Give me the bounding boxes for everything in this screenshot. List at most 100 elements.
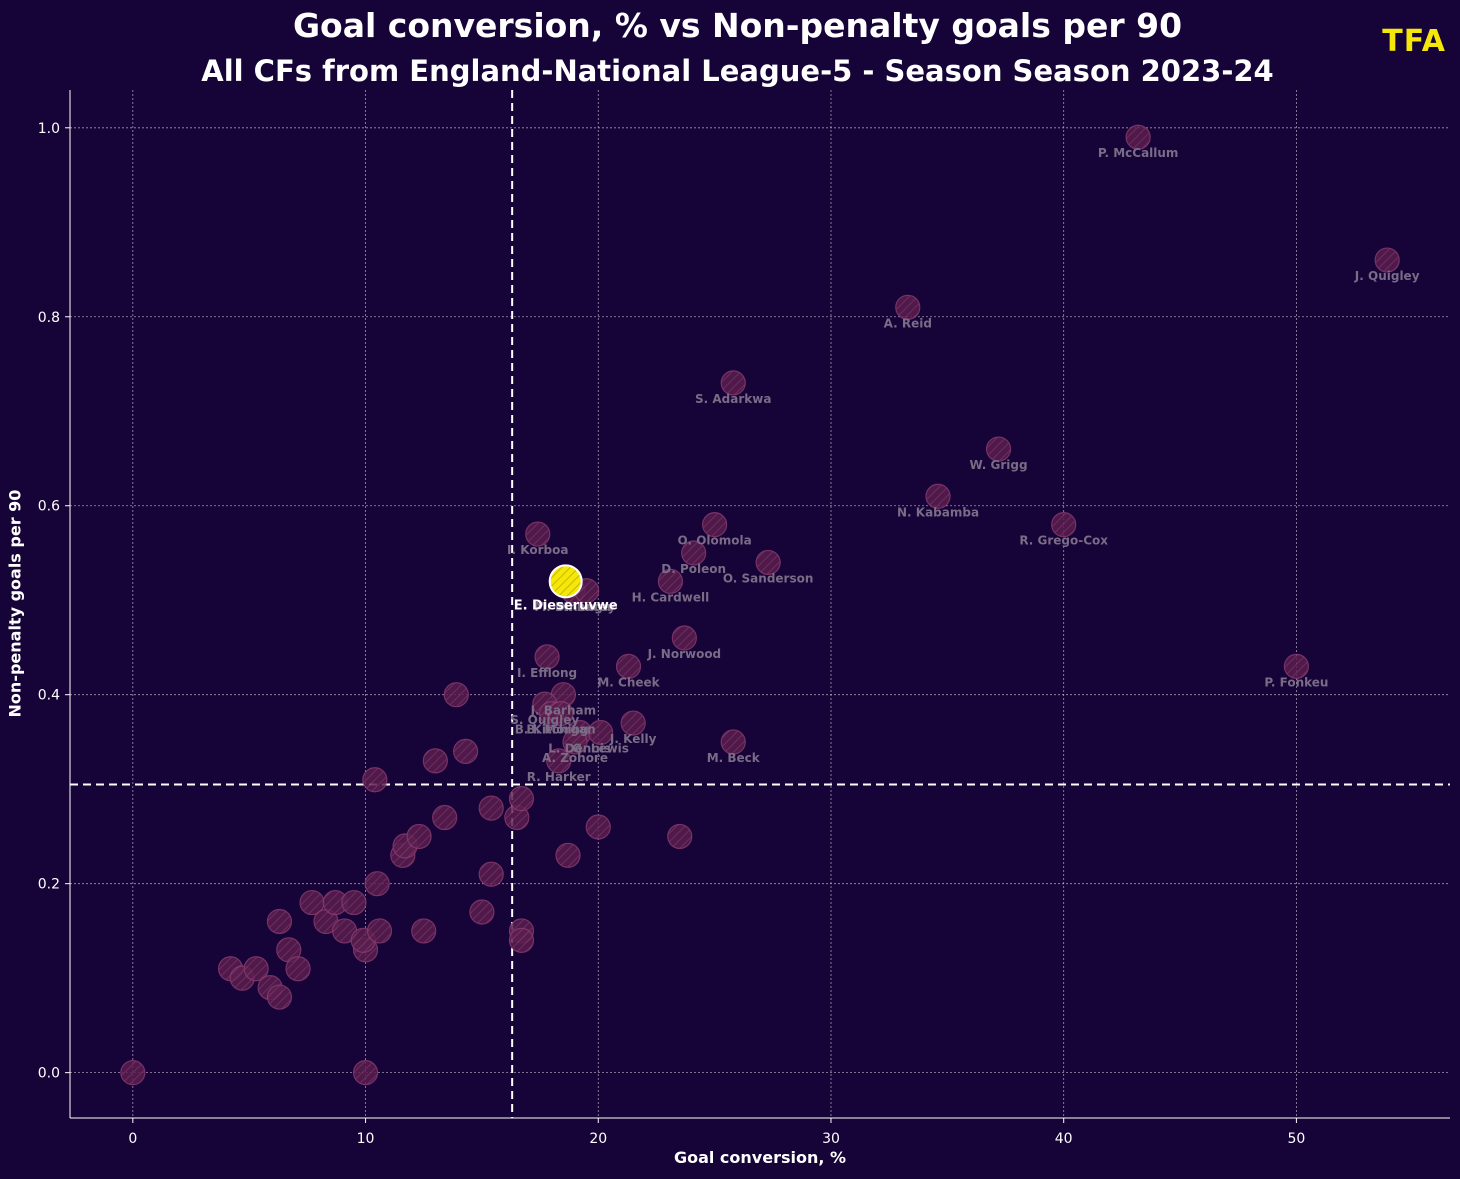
point-label: J. Quigley	[1354, 269, 1420, 283]
scatter-point	[620, 710, 646, 736]
scatter-point	[585, 814, 611, 840]
scatter-point	[266, 908, 293, 935]
scatter-point	[546, 748, 572, 774]
grid	[70, 90, 1450, 1118]
point-label: A. Zohore	[542, 751, 608, 765]
scatter-point	[755, 549, 781, 576]
scatter-point	[534, 644, 560, 670]
scatter-point	[443, 682, 469, 708]
point-label: H. Lacey	[558, 600, 616, 614]
highlight-point	[548, 564, 583, 599]
highlight-label: E. Dieseruvwe	[514, 598, 618, 613]
point-label: B. Kitching	[515, 723, 589, 737]
scatter-point	[525, 521, 551, 547]
scatter-point	[508, 786, 535, 812]
point-label: G. Lewis	[572, 742, 629, 756]
scatter-point	[702, 512, 728, 538]
x-tick-label: 40	[1055, 1131, 1073, 1147]
scatter-point	[615, 653, 642, 679]
reference-lines	[70, 90, 1450, 1118]
scatter-point	[681, 540, 707, 566]
scatter-point	[478, 861, 504, 887]
y-tick-label: 0.0	[38, 1066, 60, 1082]
scatter-point	[1374, 247, 1400, 273]
point-label: B. Morgan	[526, 723, 595, 737]
point-label: L. Dennis	[548, 742, 611, 756]
scatter-point	[432, 804, 458, 831]
scatter-point	[548, 701, 574, 727]
y-tick-label: 0.6	[38, 499, 60, 515]
point-label: S. Quigley	[510, 713, 579, 727]
scatter-point	[587, 719, 614, 746]
point-label: R. Grego-Cox	[1019, 534, 1108, 548]
chart-title: Goal conversion, % vs Non-penalty goals …	[292, 6, 1183, 45]
scatter-point	[266, 984, 293, 1010]
scatter-point	[364, 871, 390, 897]
chart-subtitle: All CFs from England-National League-5 -…	[201, 54, 1274, 88]
y-tick-label: 1.0	[38, 121, 60, 137]
point-label: O. Olomola	[678, 534, 752, 548]
point-label: M. Beck	[707, 751, 761, 765]
scatter-point	[562, 729, 588, 755]
scatter-point	[667, 823, 693, 850]
axes: 0 10 20 30 40 50 0.0 0.2 0.4 0.6 0.8 1.0	[38, 90, 1450, 1147]
y-tick-label: 0.4	[38, 688, 60, 704]
scatter-point	[508, 927, 535, 953]
scatter-point	[720, 729, 746, 755]
x-tick-label: 50	[1287, 1131, 1305, 1147]
point-label: J. Barham	[530, 704, 597, 718]
scatter-point	[341, 889, 367, 916]
scatter-point	[120, 1060, 146, 1086]
scatter-point	[720, 370, 746, 396]
point-label: M. Dinanga	[534, 600, 611, 614]
point-label: N. Kabamba	[897, 505, 979, 519]
point-label: S. Adarkwa	[695, 392, 771, 406]
tfa-logo: TFA	[1382, 24, 1446, 59]
scatter-point	[469, 899, 495, 925]
x-tick-label: 20	[589, 1131, 607, 1147]
y-tick-label: 0.8	[38, 310, 60, 326]
scatter-point	[657, 568, 684, 594]
y-axis-label: Non-penalty goals per 90	[5, 489, 25, 718]
point-label: R. Harker	[527, 770, 591, 784]
scatter-point	[411, 918, 437, 944]
point-label: O. Sanderson	[723, 571, 814, 585]
x-tick-label: 30	[822, 1131, 840, 1147]
point-label: P. McCallum	[1098, 146, 1179, 160]
scatter-point	[1125, 124, 1151, 150]
x-axis-label: Goal conversion, %	[673, 1148, 847, 1167]
scatter-point	[985, 436, 1012, 462]
scatter-point	[422, 748, 448, 774]
y-tick-label: 0.2	[38, 877, 60, 893]
point-label: J. Kelly	[609, 732, 657, 746]
scatter-point	[895, 294, 921, 320]
scatter-point	[352, 1060, 379, 1086]
scatter-point	[285, 956, 311, 982]
point-label: H. Cardwell	[632, 590, 710, 604]
point-label: W. Grigg	[970, 458, 1028, 472]
scatter-point	[362, 767, 388, 793]
scatter-point	[406, 823, 432, 850]
point-label: I. Efflong	[517, 666, 577, 680]
point-label: P. Fonkeu	[1264, 675, 1328, 689]
scatter-point	[366, 918, 393, 944]
point-label: A. Reid	[884, 316, 932, 330]
point-labels: P. McCallum J. Quigley A. Reid S. Adarkwa W.…	[507, 146, 1420, 784]
point-label: D. Poleon	[661, 562, 726, 576]
x-tick-label: 0	[128, 1131, 137, 1147]
scatter-point	[555, 842, 581, 868]
point-label: M. Cheek	[597, 675, 660, 689]
scatter-point	[925, 483, 951, 509]
scatter-point	[671, 625, 697, 651]
data-points	[120, 124, 1400, 1086]
point-label: I. Korboa	[507, 543, 568, 557]
scatter-point	[478, 795, 504, 821]
scatter-point	[1283, 653, 1310, 679]
highlighted-player: E. Dieseruvwe	[514, 564, 618, 613]
x-tick-label: 10	[357, 1131, 375, 1147]
scatter-point	[1051, 512, 1077, 538]
scatter-point	[453, 738, 479, 764]
scatter-point	[243, 956, 269, 982]
point-label: J. Norwood	[647, 647, 722, 661]
